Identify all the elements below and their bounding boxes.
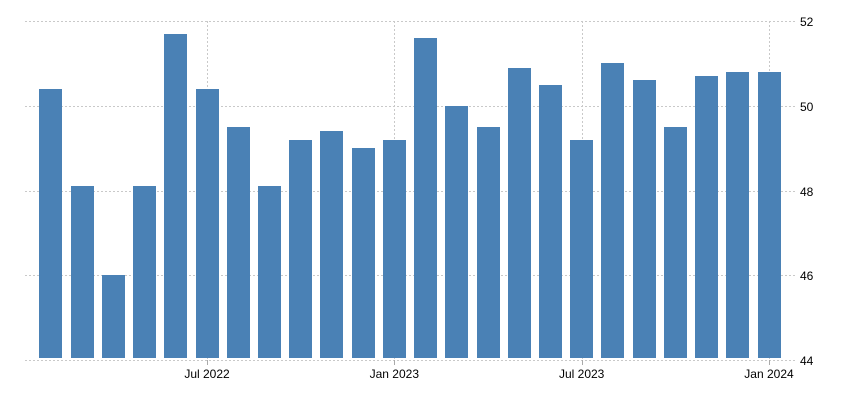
x-tick-mark <box>207 360 208 365</box>
chart-bar <box>601 63 625 358</box>
y-tick-label: 46 <box>800 269 814 284</box>
x-tick-label: Jul 2022 <box>184 367 230 381</box>
chart-bar <box>726 71 750 358</box>
y-gridline <box>25 190 795 192</box>
y-tick-label: 52 <box>800 15 814 29</box>
chart-bar <box>226 126 250 358</box>
chart-bar <box>195 88 219 358</box>
chart-bar <box>257 186 281 358</box>
x-tick-label: Jan 2024 <box>744 367 794 381</box>
chart-bar <box>538 84 562 358</box>
y-gridline <box>25 105 795 107</box>
y-tick-label: 48 <box>800 184 814 199</box>
chart-bar <box>289 139 313 358</box>
chart-bar <box>476 126 500 358</box>
chart-bar <box>133 186 157 358</box>
chart-bar <box>382 139 406 358</box>
chart-bar <box>320 131 344 358</box>
y-gridline <box>25 275 795 277</box>
chart-bar <box>70 186 94 358</box>
chart-bar <box>663 126 687 358</box>
y-gridline <box>25 21 795 22</box>
chart-bar <box>351 148 375 358</box>
chart-bar <box>164 33 188 358</box>
chart-bar <box>507 67 531 358</box>
chart-bar <box>414 37 438 358</box>
x-tick-mark <box>581 360 583 365</box>
y-tick-label: 44 <box>800 354 814 368</box>
x-tick-mark <box>769 360 770 365</box>
chart-bar <box>695 76 719 358</box>
x-tick-mark <box>394 360 396 365</box>
chart-bar <box>757 71 781 358</box>
chart-bar <box>632 80 656 358</box>
chart-bar <box>101 275 125 358</box>
x-tick-label: Jan 2023 <box>369 367 420 381</box>
y-tick-label: 50 <box>800 99 814 114</box>
x-tick-label: Jul 2023 <box>558 367 605 381</box>
y-gridline <box>25 360 795 361</box>
chart-bar <box>39 88 63 358</box>
chart-bar <box>445 105 469 358</box>
chart-bar <box>570 139 594 358</box>
